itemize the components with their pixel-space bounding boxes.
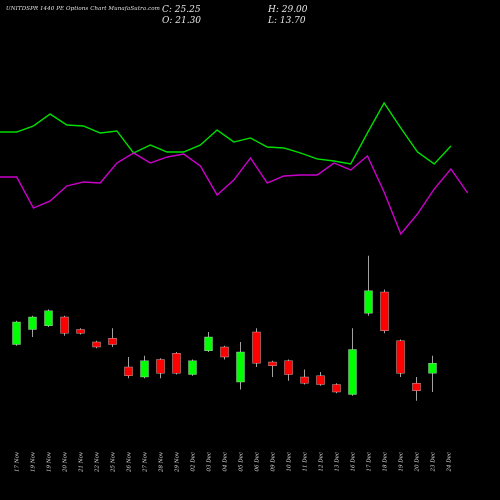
x-tick-label: 19 Dec xyxy=(399,452,405,472)
candle-24 xyxy=(396,339,405,377)
candle-body xyxy=(284,360,293,375)
candle-body xyxy=(172,353,181,374)
candle-5 xyxy=(92,340,101,349)
candle-12 xyxy=(204,332,213,352)
candle-body xyxy=(236,351,245,383)
candle-14 xyxy=(236,342,245,390)
candle-body xyxy=(412,383,421,391)
candle-8 xyxy=(140,355,149,379)
x-tick-label: 20 Dec xyxy=(415,452,421,473)
candle-25 xyxy=(412,377,421,401)
candle-body xyxy=(268,361,277,366)
x-tick-label: 05 Dec xyxy=(239,452,245,472)
candle-body xyxy=(12,321,21,345)
candle-body xyxy=(140,360,149,378)
candle-body xyxy=(204,336,213,351)
x-tick-label: 11 Dec xyxy=(303,452,309,472)
candle-11 xyxy=(188,359,197,376)
x-tick-label: 16 Dec xyxy=(351,452,357,472)
candle-4 xyxy=(76,328,85,335)
x-tick-label: 19 Nov xyxy=(47,451,53,472)
candle-19 xyxy=(316,372,325,386)
x-tick-label: 20 Nov xyxy=(63,451,69,473)
candle-22 xyxy=(364,255,373,316)
x-tick-label: 19 Nov xyxy=(31,451,37,472)
x-tick-label: 09 Dec xyxy=(271,452,277,472)
candle-20 xyxy=(332,383,341,394)
candle-body xyxy=(124,366,133,376)
x-tick-label: 29 Nov xyxy=(175,451,181,473)
candle-23 xyxy=(380,289,389,334)
candle-16 xyxy=(268,360,277,377)
candle-body xyxy=(348,349,357,395)
x-tick-label: 25 Nov xyxy=(111,451,117,473)
low-value: L: 13.70 xyxy=(268,16,306,26)
candle-body xyxy=(396,340,405,374)
candle-17 xyxy=(284,359,293,381)
candle-body xyxy=(380,291,389,331)
green-line-series xyxy=(0,101,452,165)
magenta-line-series xyxy=(0,152,469,236)
candle-body xyxy=(28,316,37,330)
x-tick-label: 12 Dec xyxy=(319,452,325,472)
candle-body xyxy=(108,338,117,345)
x-tick-label: 21 Nov xyxy=(79,451,85,473)
candle-3 xyxy=(60,315,69,336)
close-value: C: 25.25 xyxy=(162,5,201,15)
candle-body xyxy=(252,331,261,364)
candle-body xyxy=(220,346,229,358)
candle-9 xyxy=(156,358,165,379)
candle-13 xyxy=(220,345,229,360)
candle-body xyxy=(428,363,437,374)
x-tick-label: 02 Dec xyxy=(191,452,197,472)
x-tick-label: 28 Nov xyxy=(159,451,165,473)
x-tick-label: 26 Nov xyxy=(127,451,133,473)
candle-body xyxy=(316,375,325,385)
candle-body xyxy=(60,316,69,334)
candle-10 xyxy=(172,352,181,375)
candle-7 xyxy=(124,357,133,379)
candle-body xyxy=(92,341,101,348)
candle-15 xyxy=(252,328,261,367)
candle-body xyxy=(188,360,197,375)
candle-body xyxy=(156,359,165,374)
high-value: H: 29.00 xyxy=(268,5,308,15)
x-tick-label: 04 Dec xyxy=(223,452,229,472)
candle-1 xyxy=(28,315,37,337)
chart-title: UNITDSPR 1440 PE Options Chart MunafaSut… xyxy=(6,6,160,12)
x-tick-label: 22 Nov xyxy=(95,451,101,473)
x-tick-label: 23 Dec xyxy=(431,452,437,473)
candle-body xyxy=(300,376,309,384)
candle-2 xyxy=(44,309,53,327)
candle-0 xyxy=(12,320,21,346)
x-tick-label: 27 Nov xyxy=(143,451,149,473)
candle-body xyxy=(332,384,341,393)
x-tick-label: 13 Dec xyxy=(335,452,341,472)
candle-body xyxy=(76,329,85,334)
candle-body xyxy=(364,290,373,314)
x-tick-label: 17 Nov xyxy=(15,451,21,472)
x-tick-label: 10 Dec xyxy=(287,452,293,472)
candle-body xyxy=(44,310,53,326)
x-tick-label: 24 Dec xyxy=(447,452,453,473)
candle-6 xyxy=(108,328,117,347)
x-tick-label: 06 Dec xyxy=(255,452,261,472)
candle-18 xyxy=(300,369,309,385)
x-tick-label: 17 Dec xyxy=(367,452,373,472)
candle-26 xyxy=(428,355,437,392)
open-value: O: 21.30 xyxy=(162,16,202,26)
x-tick-label: 18 Dec xyxy=(383,452,389,472)
x-tick-label: 03 Dec xyxy=(207,452,213,472)
candle-21 xyxy=(348,328,357,396)
